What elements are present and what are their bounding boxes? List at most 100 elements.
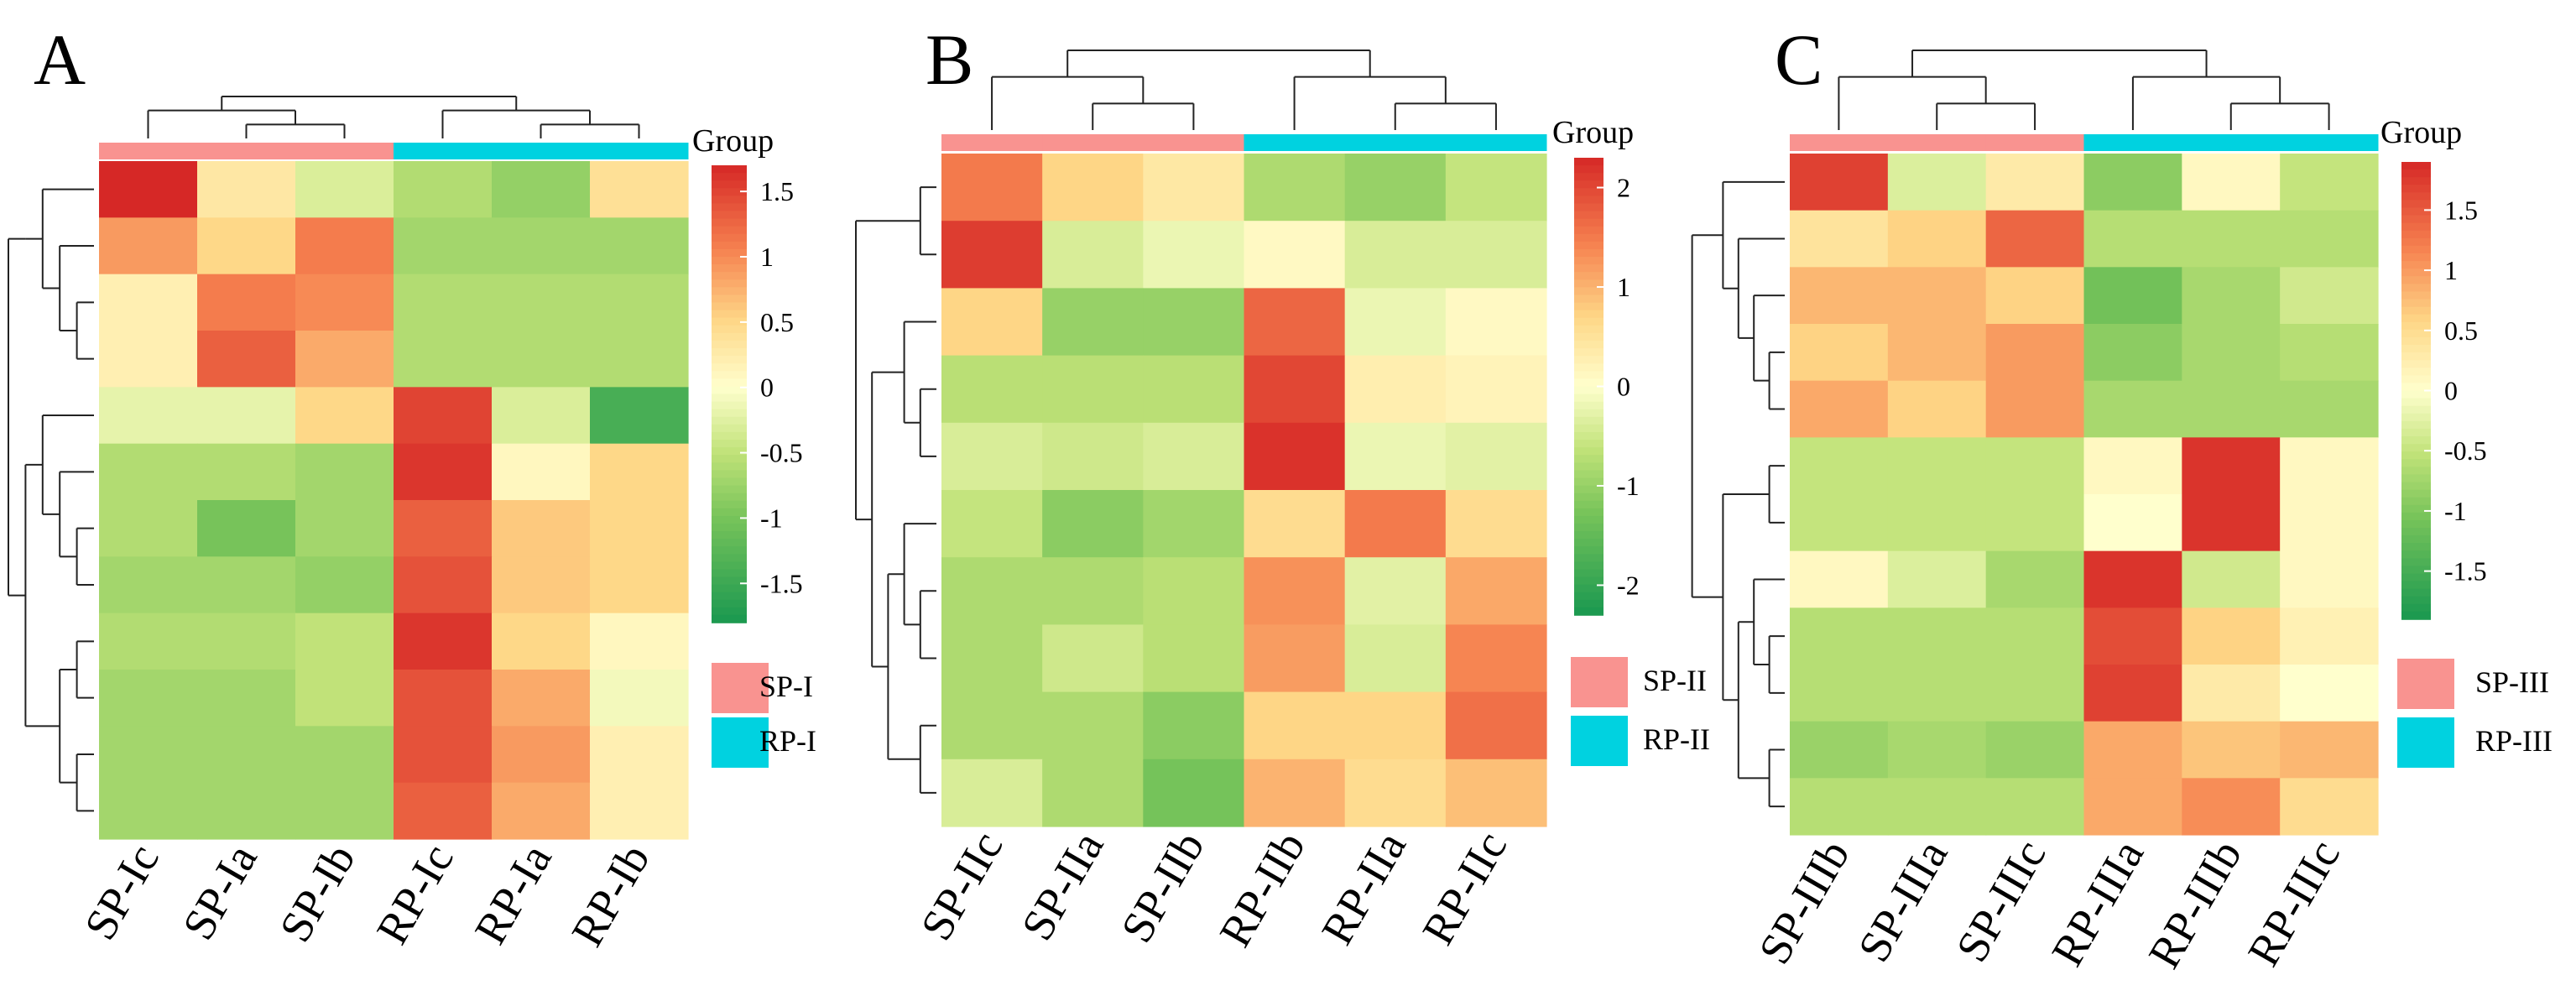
group-bar-cell	[197, 143, 296, 159]
heatmap-cell	[1445, 691, 1547, 760]
color-scale-tick-label: -1	[1617, 471, 1640, 501]
color-scale-segment	[2401, 497, 2431, 506]
color-scale-segment	[712, 180, 747, 190]
heatmap-cell	[590, 613, 689, 670]
heatmap-cell	[1244, 221, 1346, 289]
heatmap-cell	[1790, 607, 1889, 665]
color-scale-tick-label: 1	[2444, 255, 2458, 285]
heatmap-cell	[394, 613, 493, 670]
group-bar-cell	[1445, 134, 1547, 151]
color-scale-segment	[2401, 581, 2431, 590]
heatmap-cell	[99, 726, 198, 784]
heatmap-cell	[2182, 380, 2281, 438]
heatmap-cell	[1790, 267, 1889, 325]
heatmap-cell	[1985, 550, 2085, 608]
heatmap-cell	[2182, 210, 2281, 268]
heatmap-cell	[2083, 210, 2182, 268]
heatmap-cell	[2280, 665, 2379, 722]
color-scale-segment	[712, 287, 747, 296]
column-label: RP-Ic	[367, 836, 463, 952]
color-scale-segment	[2401, 360, 2431, 369]
color-scale-tick-label: 0	[760, 373, 774, 403]
heatmap-cell	[1445, 221, 1547, 289]
color-scale-segment	[712, 332, 747, 341]
heatmap-cell	[2182, 494, 2281, 552]
color-scale-tick-label: -2	[1617, 570, 1640, 600]
heatmap-cell	[590, 274, 689, 331]
heatmap-cell	[1445, 288, 1547, 357]
heatmap-cell	[1244, 490, 1346, 558]
color-scale-segment	[1574, 470, 1603, 479]
heatmap-cell	[394, 274, 493, 331]
color-scale-segment	[2401, 185, 2431, 194]
color-scale-tick-label: 0	[2444, 376, 2458, 406]
column-label: SP-Ic	[75, 836, 169, 948]
color-scale-segment	[1574, 485, 1603, 494]
color-scale-segment	[1574, 493, 1603, 502]
color-scale-segment	[1574, 180, 1603, 190]
group-bar-cell	[1985, 134, 2084, 151]
heatmap-cell	[1344, 759, 1447, 827]
color-scale-segment	[712, 317, 747, 326]
legend-swatch	[712, 717, 769, 768]
heatmap-cell	[1790, 437, 1889, 495]
heatmap-cell	[941, 422, 1043, 491]
heatmap-cell	[1887, 324, 1987, 382]
column-label: RP-IIIb	[2139, 832, 2251, 977]
color-scale-segment	[712, 508, 747, 517]
heatmap-cell	[295, 161, 394, 218]
heatmap-cell	[295, 613, 394, 670]
heatmap-cell	[1985, 494, 2085, 552]
heatmap-cell	[2083, 494, 2182, 552]
color-scale-segment	[712, 584, 747, 593]
heatmap-cell	[1445, 557, 1547, 625]
color-scale-segment	[1574, 539, 1603, 548]
group-bar-cell	[1244, 134, 1346, 151]
heatmap-cell	[295, 556, 394, 614]
heatmap-cell	[492, 387, 591, 445]
heatmap-cell	[99, 443, 198, 501]
heatmap-cell	[1042, 759, 1144, 827]
color-scale-segment	[2401, 405, 2431, 414]
legend-label: RP-I	[759, 724, 816, 758]
color-scale-segment	[712, 614, 747, 623]
heatmap-cell	[2280, 380, 2379, 438]
heatmap-cell	[2280, 324, 2379, 382]
heatmap-cell	[394, 500, 493, 557]
heatmap-cell	[1244, 557, 1346, 625]
heatmap-cell	[2182, 778, 2281, 836]
heatmap-cell	[941, 490, 1043, 558]
heatmap-cell	[492, 331, 591, 388]
heatmap-cell	[2182, 267, 2281, 325]
heatmap-cell	[1790, 778, 1889, 836]
heatmap-cell	[2280, 210, 2379, 268]
color-scale-tick-label: 1.5	[2444, 195, 2478, 225]
color-scale-segment	[2401, 352, 2431, 361]
heatmap-cell	[1344, 422, 1447, 491]
column-label: RP-IIb	[1210, 823, 1315, 955]
heatmap-panel-a: A SP-Ic SP-Ia SP-Ib RP-Ic RP-Ia RP-Ib Group 1.5 1…	[8, 19, 816, 955]
heatmap-cell	[295, 217, 394, 275]
heatmap-cell	[295, 443, 394, 501]
color-scale-segment	[1574, 317, 1603, 326]
color-scale-segment	[2401, 413, 2431, 422]
heatmap-cell	[941, 355, 1043, 424]
color-scale-segment	[712, 257, 747, 265]
heatmap-cell	[1042, 557, 1144, 625]
heatmap-cell	[99, 161, 198, 218]
heatmap-cell	[492, 217, 591, 275]
color-scale-segment	[2401, 268, 2431, 278]
color-scale-segment	[712, 196, 747, 205]
heatmap-cell	[1143, 154, 1245, 222]
heatmap-cell	[1143, 557, 1245, 625]
heatmap-cell	[197, 161, 296, 218]
heatmap-cell	[1244, 624, 1346, 693]
panel-label: C	[1775, 19, 1822, 100]
heatmap-cell	[941, 154, 1043, 222]
heatmap-cell	[394, 331, 493, 388]
group-bar-cell	[99, 143, 198, 159]
color-scale-segment	[1574, 386, 1603, 395]
heatmap-cell	[197, 670, 296, 727]
group-bar-cell	[1143, 134, 1244, 151]
